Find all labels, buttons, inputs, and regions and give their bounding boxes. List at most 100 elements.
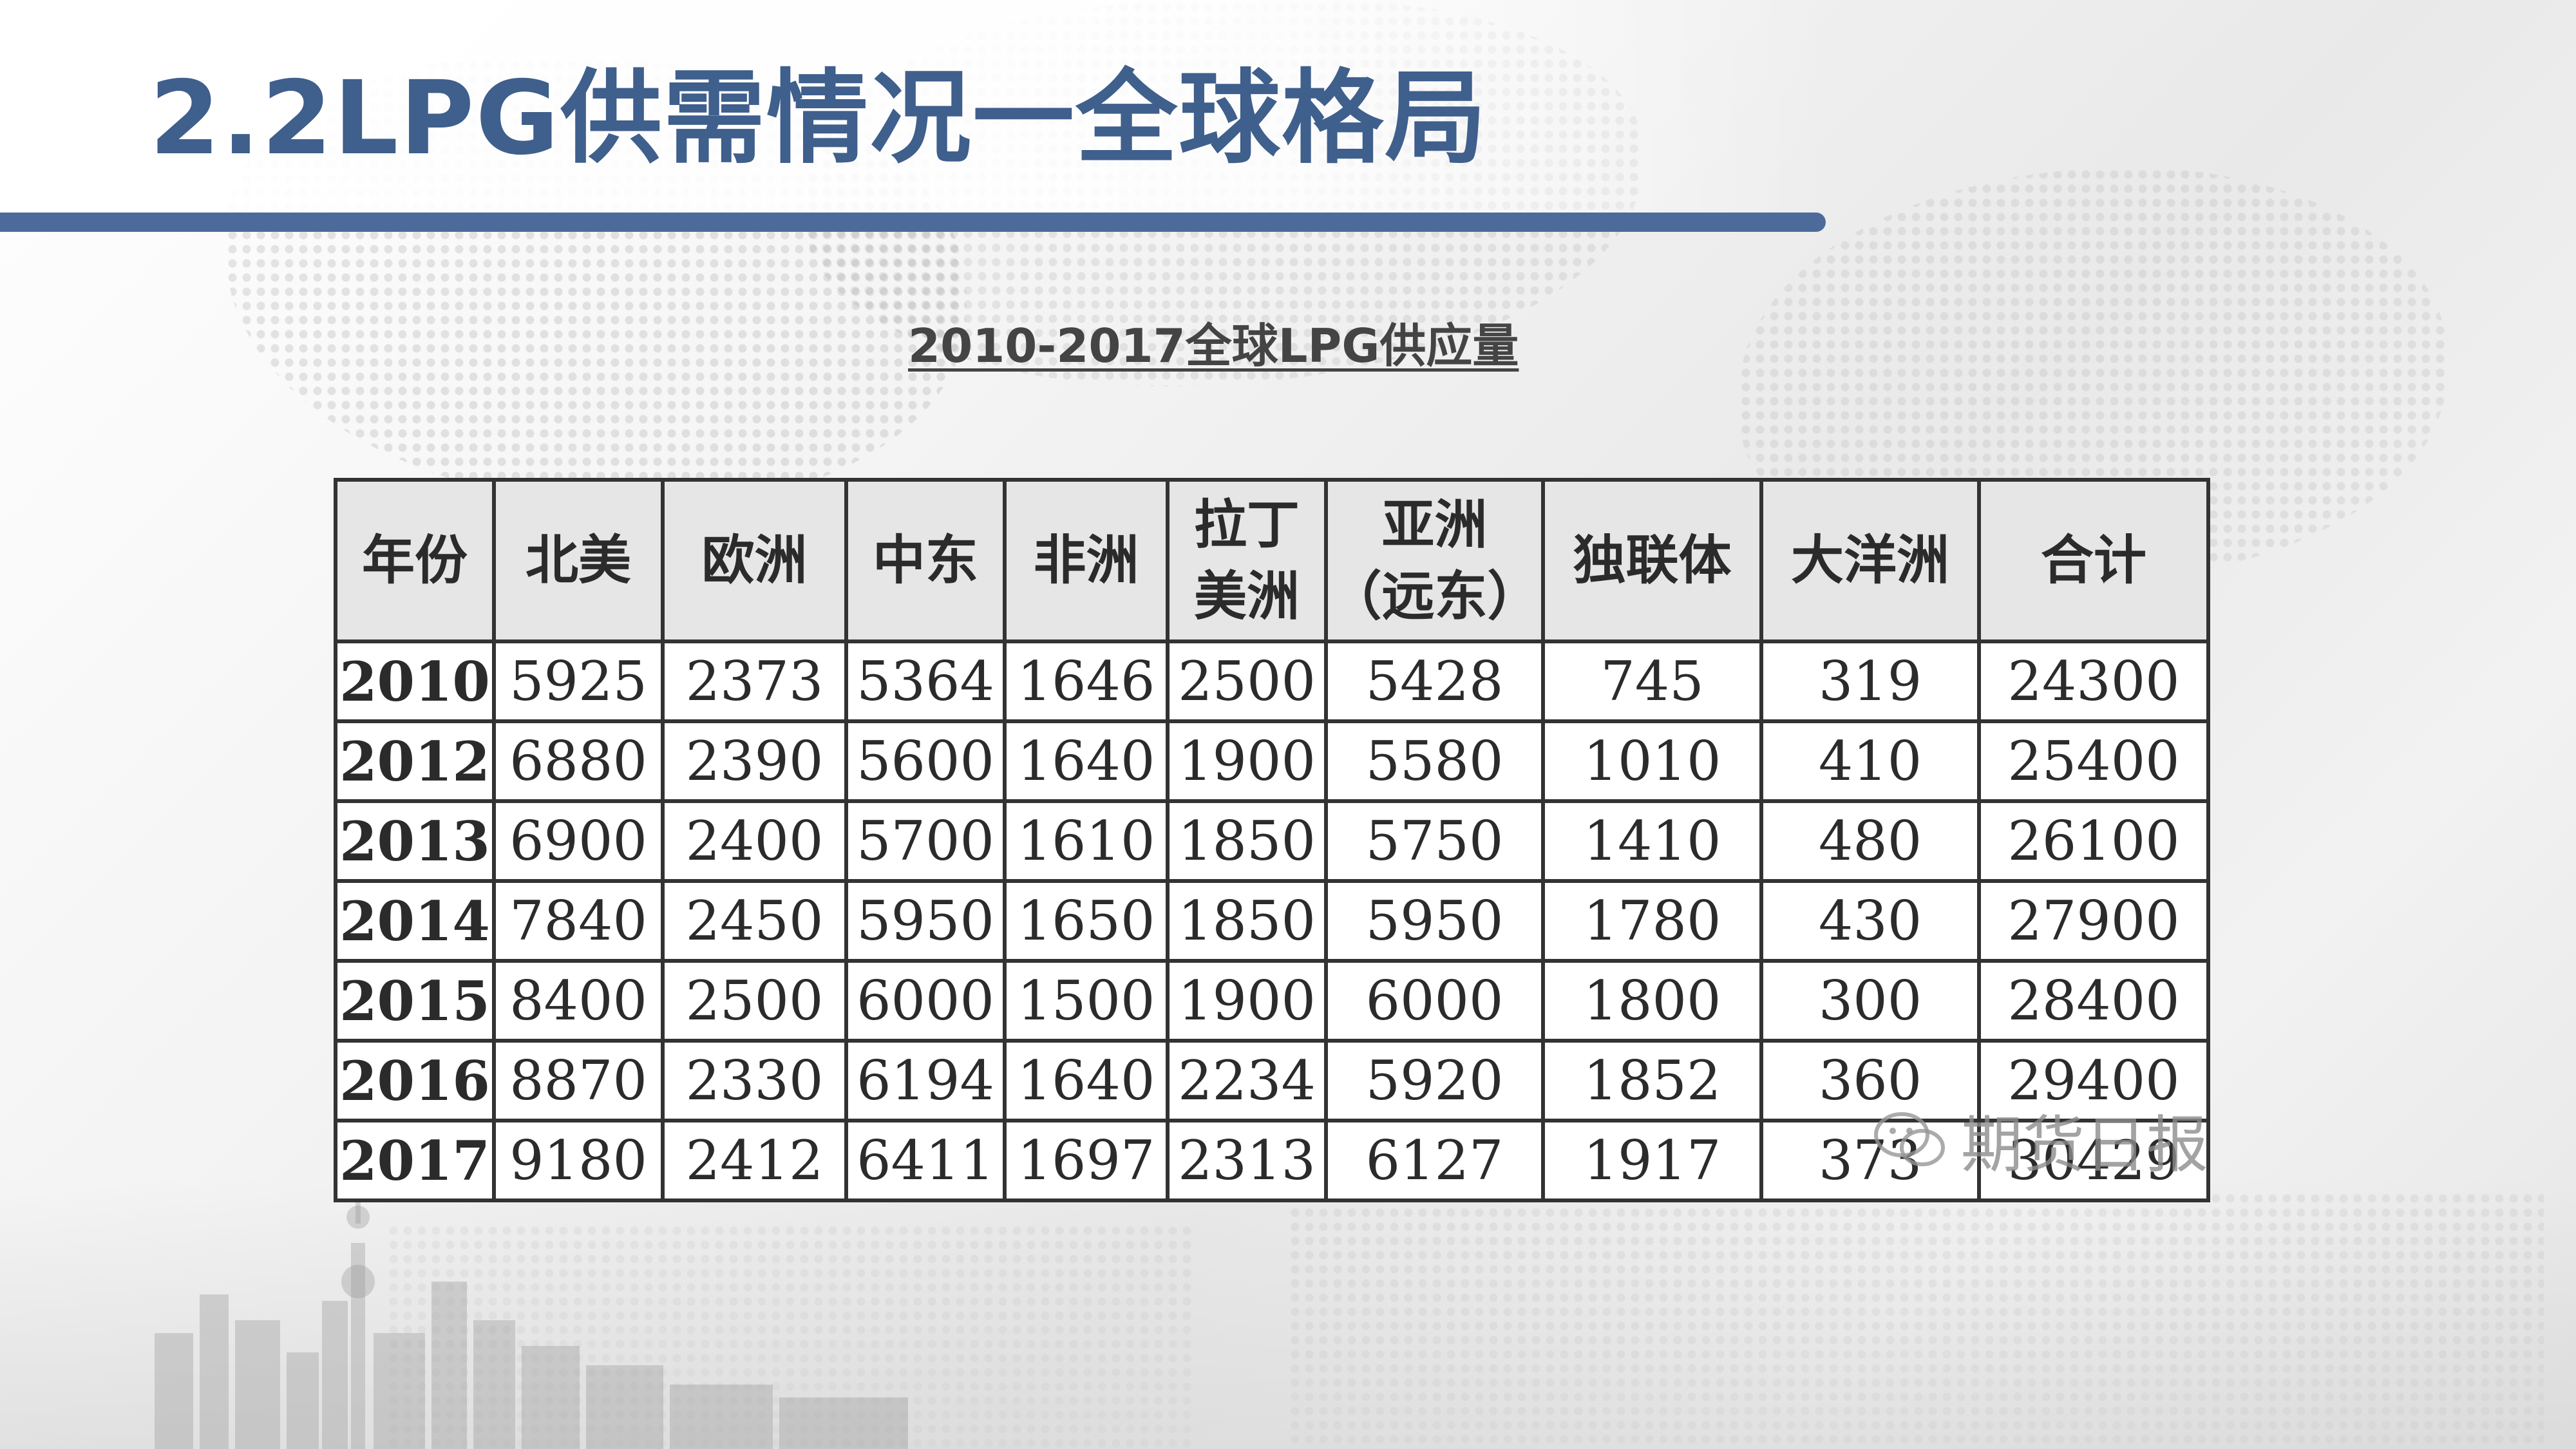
value-cell: 1917 [1541,1119,1763,1202]
column-header: 年份 [334,478,496,643]
value-cell: 360 [1759,1039,1981,1122]
column-header: 大洋洲 [1759,478,1981,643]
value-cell: 2330 [661,1039,848,1122]
table-row: 2012 6880 2390 5600 1640 1900 5580 1010 410 25400 [334,719,2210,803]
value-cell: 6127 [1324,1119,1545,1202]
value-cell: 430 [1759,879,1981,963]
value-cell: 300 [1759,959,1981,1043]
value-cell: 8400 [492,959,665,1043]
column-header: 欧洲 [661,478,848,643]
table-row: 2016 8870 2330 6194 1640 2234 5920 1852 360 29400 [334,1039,2210,1122]
value-cell: 5925 [492,639,665,723]
year-cell: 2015 [334,959,496,1043]
year-cell: 2010 [334,639,496,723]
column-header: 合计 [1977,478,2210,643]
value-cell: 745 [1541,639,1763,723]
value-cell: 27900 [1977,879,2210,963]
value-cell: 1640 [1003,1039,1170,1122]
table-row: 2014 7840 2450 5950 1650 1850 5950 1780 430 27900 [334,879,2210,963]
value-cell: 6194 [844,1039,1007,1122]
value-cell: 6900 [492,799,665,883]
value-cell: 30429 [1977,1119,2210,1202]
value-cell: 1610 [1003,799,1170,883]
value-cell: 1850 [1166,879,1328,963]
year-cell: 2014 [334,879,496,963]
value-cell: 6880 [492,719,665,803]
title-banner: 2.2LPG供需情况一全球格局 [0,0,1835,232]
table-row: 2010 5925 2373 5364 1646 2500 5428 745 319 24300 [334,639,2210,723]
column-header: 独联体 [1541,478,1763,643]
city-skyline-graphic [155,1146,908,1449]
table-header-row: 年份 北美 欧洲 中东 非洲 拉丁 美洲 亚洲 （远东） 独联体 大洋洲 合计 [334,478,2210,643]
value-cell: 2500 [661,959,848,1043]
watermark: 期货日报 [1871,1095,2208,1184]
watermark-text: 期货日报 [1961,1109,2208,1181]
value-cell: 2400 [661,799,848,883]
value-cell: 6411 [844,1119,1007,1202]
value-cell: 1780 [1541,879,1763,963]
value-cell: 2313 [1166,1119,1328,1202]
value-cell: 25400 [1977,719,2210,803]
value-cell: 7840 [492,879,665,963]
value-cell: 5364 [844,639,1007,723]
wechat-icon [1874,1112,1945,1166]
value-cell: 26100 [1977,799,2210,883]
value-cell: 24300 [1977,639,2210,723]
value-cell: 5750 [1324,799,1545,883]
value-cell: 8870 [492,1039,665,1122]
table-row: 2013 6900 2400 5700 1610 1850 5750 1410 480 26100 [334,799,2210,883]
value-cell: 28400 [1977,959,2210,1043]
value-cell: 6000 [1324,959,1545,1043]
value-cell: 319 [1759,639,1981,723]
value-cell: 1800 [1541,959,1763,1043]
column-header: 北美 [492,478,665,643]
title-backdrop [0,0,1835,213]
value-cell: 1650 [1003,879,1170,963]
value-cell: 1500 [1003,959,1170,1043]
value-cell: 2390 [661,719,848,803]
value-cell: 9180 [492,1119,665,1202]
title-underline-bar [0,213,1826,232]
value-cell: 5600 [844,719,1007,803]
value-cell: 1697 [1003,1119,1170,1202]
value-cell: 5580 [1324,719,1545,803]
value-cell: 5950 [1324,879,1545,963]
column-header: 拉丁 美洲 [1166,478,1328,643]
value-cell: 1900 [1166,719,1328,803]
value-cell: 1640 [1003,719,1170,803]
value-cell: 1646 [1003,639,1170,723]
value-cell: 480 [1759,799,1981,883]
year-cell: 2013 [334,799,496,883]
value-cell: 1900 [1166,959,1328,1043]
value-cell: 1410 [1541,799,1763,883]
column-header: 非洲 [1003,478,1170,643]
slide-title: 2.2LPG供需情况一全球格局 [149,59,1488,178]
value-cell: 2500 [1166,639,1328,723]
table-caption: 2010-2017全球LPG供应量 [908,319,1519,373]
column-header: 中东 [844,478,1007,643]
value-cell: 2412 [661,1119,848,1202]
table-body: 2010 5925 2373 5364 1646 2500 5428 745 319 24300 2… [334,639,2210,1202]
value-cell: 5428 [1324,639,1545,723]
column-header: 亚洲 （远东） [1324,478,1545,643]
value-cell: 5700 [844,799,1007,883]
lpg-supply-table: 年份 北美 欧洲 中东 非洲 拉丁 美洲 亚洲 （远东） 独联体 大洋洲 合计 2010 5925 237… [334,478,2210,1202]
value-cell: 1850 [1166,799,1328,883]
year-cell: 2016 [334,1039,496,1122]
value-cell: 6000 [844,959,1007,1043]
value-cell: 5920 [1324,1039,1545,1122]
background-bottom-band [0,1179,2576,1449]
value-cell: 2373 [661,639,848,723]
value-cell: 1852 [1541,1039,1763,1122]
table-row: 2017 9180 2412 6411 1697 2313 6127 1917 373 30429 [334,1119,2210,1202]
year-cell: 2017 [334,1119,496,1202]
value-cell: 2450 [661,879,848,963]
value-cell: 2234 [1166,1039,1328,1122]
value-cell: 29400 [1977,1039,2210,1122]
value-cell: 410 [1759,719,1981,803]
value-cell: 373 [1759,1119,1981,1202]
value-cell: 1010 [1541,719,1763,803]
year-cell: 2012 [334,719,496,803]
table-row: 2015 8400 2500 6000 1500 1900 6000 1800 300 28400 [334,959,2210,1043]
value-cell: 5950 [844,879,1007,963]
